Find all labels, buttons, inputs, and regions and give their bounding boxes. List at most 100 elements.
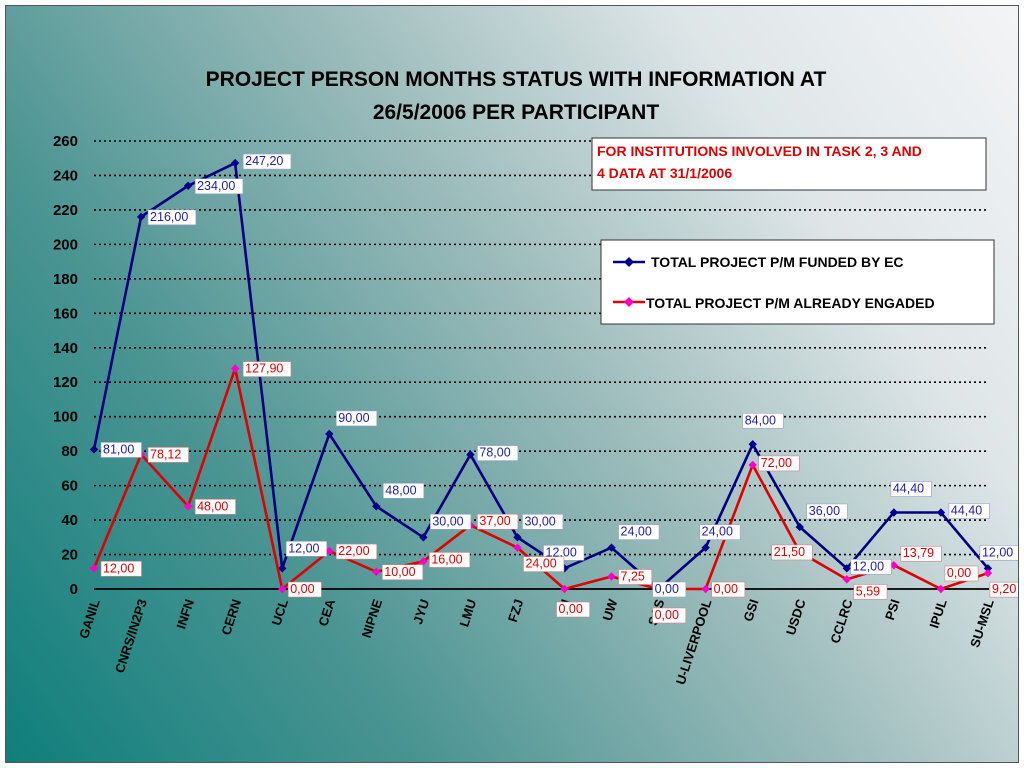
data-label-bg [100,442,142,458]
chart-title-line1: PROJECT PERSON MONTHS STATUS WITH INFORM… [206,68,827,91]
data-label-bg [948,503,990,519]
x-tick-label: INFN [173,597,197,630]
data-label-engaged: 0,00 [556,601,591,618]
data-label-bg [242,361,292,377]
x-tick-label: IPUL [926,597,949,630]
data-point-engaged [889,561,899,570]
data-label-engaged: 48,00 [194,498,236,515]
data-label-engaged: 16,00 [429,552,471,568]
data-label-text: 12,00 [853,559,884,573]
data-label-engaged: 78,12 [147,447,189,463]
data-label-text: 0,00 [655,608,679,622]
series-line-funded [92,161,989,591]
data-label-text: 78,12 [150,447,181,461]
note-line2: 4 DATA AT 31/1/2006 [597,165,732,181]
data-label-text: 12,00 [982,545,1013,559]
data-label-text: 127,90 [245,362,283,376]
data-point-engaged [936,584,946,594]
x-tick-label: CNRS/IN2P3 [112,597,150,674]
data-point-engaged [842,575,851,584]
data-label-funded: 78,00 [477,445,519,461]
data-label-text: 72,00 [761,456,792,470]
data-label-bg [335,410,378,427]
data-point-engaged [372,567,381,576]
data-label-text: 21,50 [774,545,805,559]
data-label-text: 30,00 [432,514,463,528]
data-point-engaged [278,584,287,594]
y-tick-label: 40 [61,512,78,529]
data-label-text: 78,00 [479,446,510,460]
data-label-bg [430,514,472,530]
data-label-engaged: 5,59 [853,584,888,600]
data-label-funded: 84,00 [742,412,784,429]
data-label-bg [850,559,892,575]
data-label-text: 24,00 [621,525,652,539]
note-line1: FOR INSTITUTIONS INVOLVED IN TASK 2, 3 A… [597,143,922,159]
y-tick-label: 160 [53,305,78,322]
data-label-funded: 36,00 [806,503,848,520]
data-point-funded [748,440,757,449]
data-label-text: 5,59 [856,584,880,598]
data-label-text: 24,00 [525,557,556,571]
data-label-text: 0,00 [290,582,314,596]
data-label-text: 24,00 [702,525,733,539]
data-label-funded: 12,00 [979,545,1018,561]
data-label-engaged: 127,90 [242,361,292,377]
data-label-engaged: 0,00 [287,581,322,598]
data-point-engaged [325,546,334,556]
data-point-funded [419,533,428,542]
data-label-funded: 90,00 [335,410,378,427]
data-label-bg [979,545,1018,561]
data-label-bg [285,541,328,557]
data-point-engaged [419,557,428,566]
y-tick-label: 100 [53,409,78,426]
x-tick-label: FZJ [505,597,526,624]
x-tick-label: JYU [410,597,432,626]
data-label-funded: 44,40 [890,481,932,497]
data-label-engaged: 22,00 [335,543,378,560]
data-label-engaged: 7,25 [618,569,653,585]
data-point-funded [278,564,287,573]
x-tick-label: SU-MSL [967,597,997,649]
data-label-bg [429,552,471,568]
data-label-text: 81,00 [103,442,134,456]
data-label-engaged: 24,00 [523,556,565,572]
data-label-text: 13,79 [903,546,934,560]
data-label-funded: 0,00 [652,581,687,598]
data-point-engaged [560,584,569,594]
data-label-engaged: 13,79 [900,545,942,562]
data-point-funded [372,502,381,511]
y-tick-label: 220 [53,202,78,219]
line-chart: PROJECT PERSON MONTHS STATUS WITH INFORM… [53,68,1018,686]
data-label-text: 10,00 [384,565,415,579]
data-label-bg [900,545,942,562]
data-point-funded [89,445,99,454]
y-tick-label: 260 [53,133,78,150]
legend-marker-engaged [624,297,634,307]
legend-label-funded: TOTAL PROJECT P/M FUNDED BY EC [651,254,904,270]
data-label-text: 0,00 [559,602,583,616]
data-point-funded [701,543,710,552]
data-label-bg [742,412,784,429]
data-label-funded: 12,00 [285,541,328,557]
data-point-engaged [89,564,99,573]
data-label-text: 48,00 [385,483,416,497]
data-label-funded: 216,00 [147,209,197,226]
data-label-bg [287,581,322,598]
data-label-engaged: 0,00 [652,607,687,624]
data-point-engaged [701,584,710,594]
data-label-bg [853,584,888,600]
data-label-bg [556,601,591,618]
chart-title-line2: 26/5/2006 PER PARTICIPANT [373,101,659,124]
y-tick-label: 240 [53,167,78,184]
legend: TOTAL PROJECT P/M FUNDED BY EC TOTAL PRO… [600,239,995,325]
data-label-bg [711,581,746,598]
data-point-engaged [183,502,193,511]
data-label-text: 0,00 [655,582,679,596]
data-label-bg [771,544,813,561]
data-label-text: 36,00 [809,504,840,518]
data-label-bg [652,581,687,598]
x-tick-label: USDC [783,597,809,637]
data-label-text: 90,00 [338,411,369,425]
x-tick-label: UCL [269,597,292,627]
